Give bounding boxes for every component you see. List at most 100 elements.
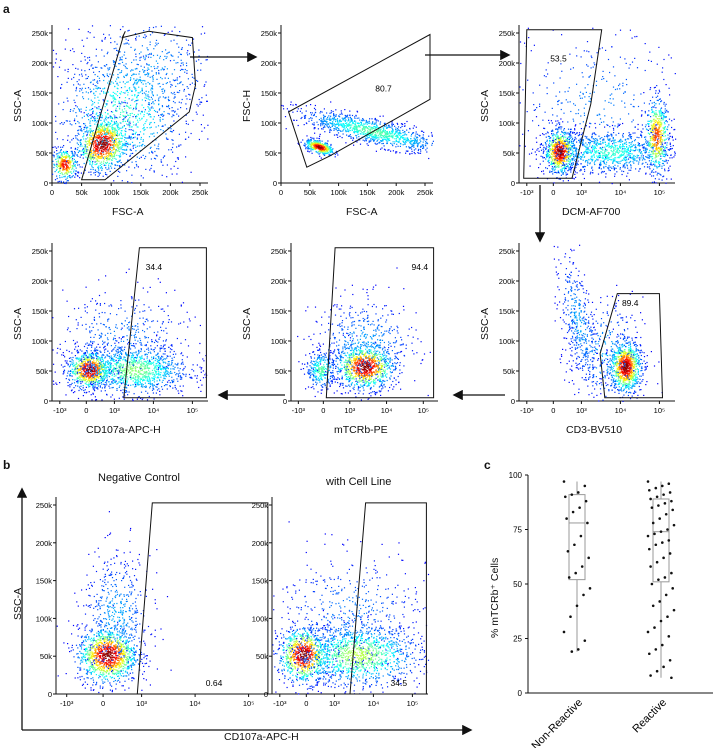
event-dot xyxy=(71,159,73,161)
event-dot xyxy=(603,159,605,162)
event-dot xyxy=(151,32,154,34)
event-dot xyxy=(333,129,335,131)
event-dot xyxy=(97,102,99,104)
event-dot xyxy=(132,69,134,71)
event-dot xyxy=(72,175,74,177)
event-dot xyxy=(143,115,145,118)
event-dot xyxy=(391,143,393,145)
event-dot xyxy=(164,97,166,99)
event-dot xyxy=(126,102,128,104)
event-dot xyxy=(75,112,77,114)
event-dot xyxy=(361,120,363,122)
event-dot xyxy=(108,80,110,82)
event-dot xyxy=(536,141,538,143)
event-dot xyxy=(108,158,110,160)
event-dot xyxy=(105,134,107,136)
event-dot xyxy=(63,168,65,170)
event-dot xyxy=(125,67,127,69)
event-dot xyxy=(395,146,397,148)
event-dot xyxy=(111,95,113,97)
event-dot xyxy=(162,83,164,85)
event-dot xyxy=(389,131,391,133)
event-dot xyxy=(77,147,79,149)
event-dot xyxy=(123,125,125,127)
event-dot xyxy=(413,137,415,139)
event-dot xyxy=(542,160,544,162)
event-dot xyxy=(556,133,558,135)
event-dot xyxy=(122,121,124,123)
event-dot xyxy=(92,111,94,113)
event-dot xyxy=(116,133,118,135)
event-dot xyxy=(404,141,406,143)
event-dot xyxy=(369,129,371,131)
event-dot xyxy=(558,149,560,151)
event-dot xyxy=(145,155,147,158)
event-dot xyxy=(139,70,141,73)
event-dot xyxy=(159,86,161,88)
event-dot xyxy=(137,92,139,94)
event-dot xyxy=(204,32,206,34)
event-dot xyxy=(402,137,404,139)
event-dot xyxy=(589,149,591,151)
event-dot xyxy=(67,166,69,168)
event-dot xyxy=(561,141,563,143)
event-dot xyxy=(576,133,578,135)
event-dot xyxy=(99,157,101,159)
event-dot xyxy=(550,161,552,163)
event-dot xyxy=(356,117,358,119)
event-dot xyxy=(143,107,145,109)
event-dot xyxy=(572,162,574,164)
event-dot xyxy=(326,152,328,154)
event-dot xyxy=(84,131,86,133)
event-dot xyxy=(96,148,98,150)
event-dot xyxy=(587,162,589,164)
event-dot xyxy=(311,117,313,119)
event-dot xyxy=(71,152,73,154)
event-dot xyxy=(165,73,167,76)
event-dot xyxy=(194,83,196,85)
event-dot xyxy=(65,157,68,159)
event-dot xyxy=(133,83,135,85)
event-dot xyxy=(76,149,78,151)
event-dot xyxy=(147,49,149,51)
event-dot xyxy=(572,138,574,140)
event-dot xyxy=(325,123,327,125)
event-dot xyxy=(142,36,145,38)
event-dot xyxy=(128,143,130,146)
event-dot xyxy=(152,95,154,97)
event-dot xyxy=(115,80,117,82)
event-dot xyxy=(405,150,407,152)
event-dot xyxy=(126,104,128,106)
event-dot xyxy=(378,142,381,144)
event-dot xyxy=(110,137,112,139)
event-dot xyxy=(96,81,98,83)
event-dot xyxy=(375,133,377,135)
event-dot xyxy=(57,153,59,155)
event-dot xyxy=(376,130,378,132)
event-dot xyxy=(562,138,565,140)
event-dot xyxy=(556,160,558,162)
event-dot xyxy=(104,146,106,148)
event-dot xyxy=(104,38,106,40)
event-dot xyxy=(105,103,107,105)
event-dot xyxy=(115,149,117,151)
event-dot xyxy=(390,150,392,152)
event-dot xyxy=(151,150,153,152)
event-dot xyxy=(342,133,344,135)
event-dot xyxy=(361,129,363,131)
event-dot xyxy=(119,159,121,161)
event-dot xyxy=(414,153,416,155)
event-dot xyxy=(129,117,131,119)
event-dot xyxy=(323,146,325,148)
event-dot xyxy=(134,49,136,51)
event-dot xyxy=(542,133,544,135)
event-dot xyxy=(330,143,332,146)
event-dot xyxy=(78,125,80,128)
event-dot xyxy=(146,97,148,99)
event-dot xyxy=(395,152,397,154)
event-dot xyxy=(307,147,309,149)
event-dot xyxy=(78,110,81,112)
event-dot xyxy=(148,64,150,66)
event-dot xyxy=(112,94,114,97)
